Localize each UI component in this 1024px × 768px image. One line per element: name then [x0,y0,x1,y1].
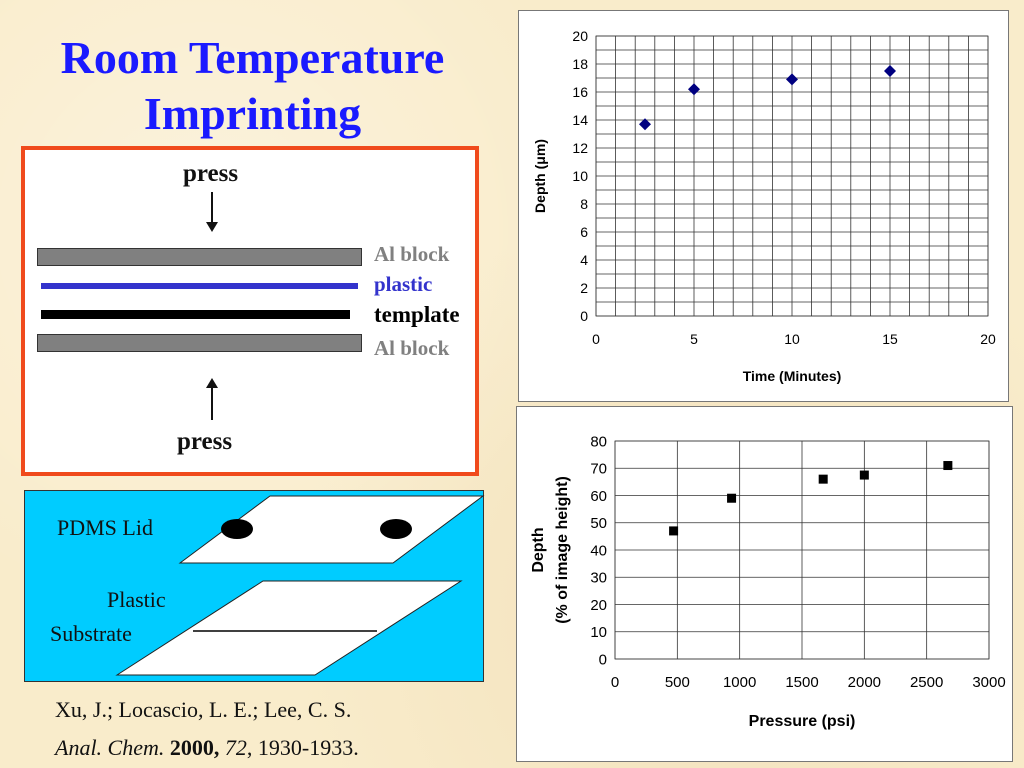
pdms-diagram: PDMS Lid Plastic Substrate [24,490,485,682]
y-tick-label: 30 [590,570,607,587]
title-line-1: Room Temperature [60,32,445,83]
up-arrowhead-icon [206,378,218,388]
y-tick-label: 12 [572,140,588,156]
data-point-diamond [786,73,798,86]
up-arrow-icon [211,386,213,420]
press-bottom-label: press [177,428,233,455]
data-point-square [669,526,679,536]
y-tick-label: 14 [572,112,588,128]
citation-journal: Anal. Chem. [55,735,165,760]
depth-vs-time-svg: 0 5 10 15 20 0 2 4 6 8 10 12 14 16 18 20 Time (Minutes) D… [532,28,996,384]
y-tick-label: 0 [599,651,607,668]
data-point-square [859,470,869,480]
citation-pages: , 1930-1933. [246,735,359,760]
y-tick-label: 60 [590,488,607,505]
y-axis-label-line1: Depth [530,527,547,572]
x-tick-label: 10 [784,331,800,347]
depth-vs-pressure-svg: 0 500 1000 1500 2000 2500 3000 0 10 20 30 40 50 60 70 8… [530,433,1006,730]
y-axis-label: Depth (μm) [532,139,548,213]
citation-authors: Xu, J.; Locascio, L. E.; Lee, C. S. [55,697,352,722]
x-tick-label: 2500 [910,674,943,691]
x-tick-label: 2000 [848,674,881,691]
y-tick-label: 50 [590,515,607,532]
pdms-lid-sheet [178,495,485,564]
plastic-label: plastic [374,272,433,296]
depth-vs-time-chart: 0 5 10 15 20 0 2 4 6 8 10 12 14 16 18 20 Time (Minutes) D… [518,10,1009,402]
x-tick-label: 1500 [785,674,818,691]
x-tick-label: 5 [690,331,698,347]
y-tick-label: 4 [580,252,588,268]
y-tick-label: 20 [572,28,588,44]
al-block-top-label: Al block [374,242,450,266]
citation-volume: 72 [224,735,247,760]
data-point-diamond [688,83,700,96]
x-tick-label: 1000 [723,674,756,691]
data-point-square [818,474,828,484]
y-tick-label: 16 [572,84,588,100]
x-axis-label: Pressure (psi) [749,713,856,730]
x-tick-label: 0 [592,331,600,347]
plastic-substrate-sheet [115,580,463,676]
depth-vs-pressure-chart: 0 500 1000 1500 2000 2500 3000 0 10 20 30 40 50 60 70 8… [516,406,1013,762]
data-point-square [943,461,953,471]
data-point-square [727,493,737,503]
y-tick-label: 20 [590,597,607,614]
plastic-layer [41,283,358,289]
x-axis-label: Time (Minutes) [743,368,842,384]
y-tick-label: 6 [580,224,588,240]
x-tick-label: 20 [980,331,996,347]
x-tick-label: 0 [611,674,619,691]
x-tick-label: 15 [882,331,898,347]
template-layer [41,310,350,319]
data-point-diamond [884,65,896,77]
plastic-label-line1: Plastic [107,587,166,612]
citation-reference: Anal. Chem. 2000, 72, 1930-1933. [55,735,359,761]
pdms-illustration [115,495,485,676]
y-tick-label: 70 [590,461,607,478]
press-diagram: press Al block plastic template Al block… [21,146,479,476]
y-tick-label: 18 [572,56,588,72]
title-line-2: Imprinting [143,88,362,139]
al-block-top [37,248,362,266]
press-top-label: press [183,160,239,187]
y-tick-label: 8 [580,196,588,212]
pdms-lid-label: PDMS Lid [57,515,153,540]
citation-year: 2000, [169,735,220,760]
slide-title: Room Temperature Imprinting [20,30,485,142]
data-point-diamond [639,118,651,131]
al-block-bottom-label: Al block [374,336,450,360]
pdms-lid-hole-right [380,519,412,539]
al-block-bottom [37,334,362,352]
down-arrowhead-icon [206,222,218,232]
y-tick-label: 10 [590,624,607,641]
y-axis-label-line2: (% of image height) [554,476,571,624]
y-tick-label: 40 [590,542,607,559]
y-tick-label: 10 [572,168,588,184]
x-tick-label: 500 [665,674,690,691]
substrate-label-line2: Substrate [50,621,132,646]
pdms-lid-hole-left [221,519,253,539]
down-arrow-icon [211,192,213,224]
template-label: template [374,302,460,327]
y-tick-label: 0 [580,308,588,324]
y-tick-label: 80 [590,433,607,450]
y-tick-label: 2 [580,280,588,296]
x-tick-label: 3000 [972,674,1005,691]
